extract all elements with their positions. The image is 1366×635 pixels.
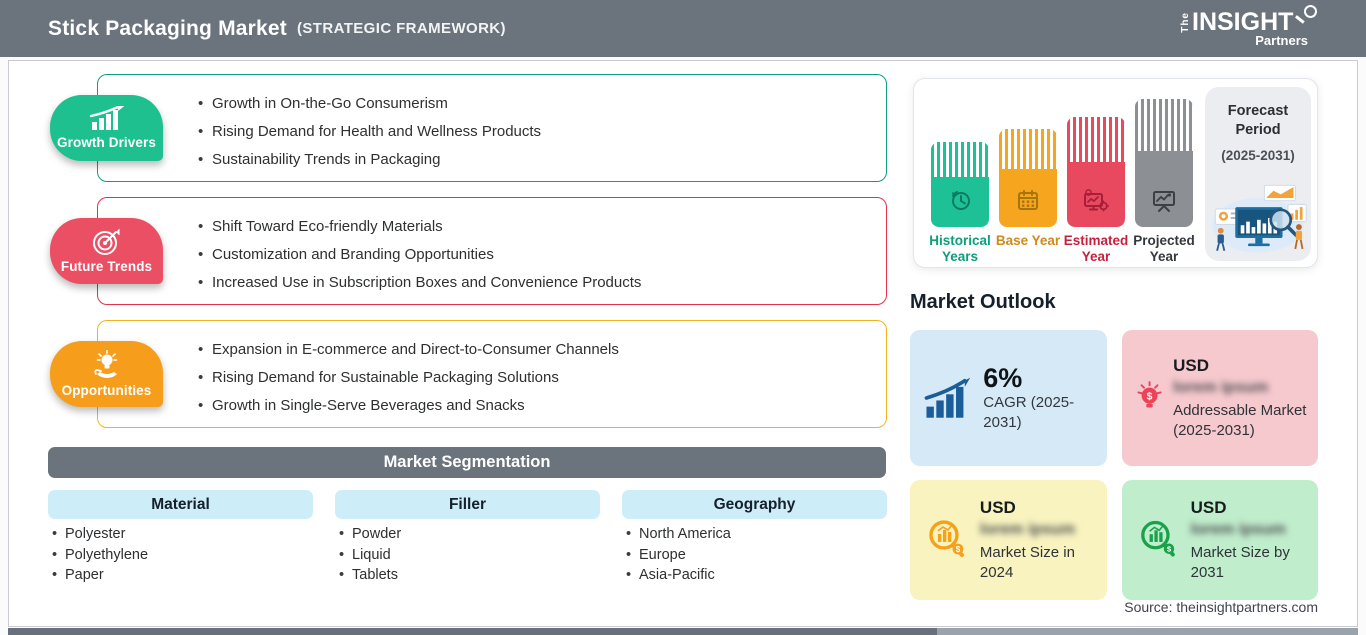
column-header-label: Geography	[713, 495, 796, 513]
timeline-card: 2021-2023 2024 2025	[913, 78, 1318, 268]
market-segmentation-header: Market Segmentation	[48, 447, 886, 478]
list-item: Tablets	[339, 565, 599, 586]
magnifier-chart-orange-icon: $	[929, 520, 964, 557]
cagr-value: 6%	[983, 363, 1023, 393]
bar-caption: Historical Years	[929, 233, 991, 264]
magnifier-handle-icon	[1295, 15, 1306, 24]
forecast-period-panel: Forecast Period (2025-2031)	[1205, 87, 1311, 261]
projected-year-bar: 2031	[1135, 99, 1193, 227]
segment-column-filler: Filler	[335, 490, 600, 519]
filler-list: Powder Liquid Tablets	[339, 524, 599, 586]
opportunities-box: Expansion in E-commerce and Direct-to-Co…	[97, 320, 887, 428]
blurred-value: lorem ipsum	[1190, 521, 1286, 538]
blurred-value: lorem ipsum	[979, 521, 1076, 538]
insight-partners-logo: The INSIGHT Partners	[1180, 5, 1318, 51]
card-label: Market Size in 2024	[979, 544, 1075, 581]
column-header-label: Material	[151, 495, 210, 513]
forecast-analytics-icon	[1084, 189, 1109, 212]
svg-text:$: $	[1147, 392, 1153, 403]
addressable-market-card: $ USD lorem ipsum Addressable Market (20…	[1122, 330, 1318, 466]
analytics-illustration	[1212, 184, 1307, 253]
market-size-2031-card: $ USD lorem ipsum Market Size by 2031	[1122, 480, 1318, 600]
list-item: North America	[626, 524, 886, 545]
growth-drivers-list: Growth in On-the-Go Consumerism Rising D…	[98, 75, 886, 174]
list-item: Growth in On-the-Go Consumerism	[198, 90, 876, 118]
list-item: Polyester	[52, 524, 312, 545]
cagr-label: CAGR (2025-2031)	[983, 394, 1075, 431]
list-item: Shift Toward Eco-friendly Materials	[198, 213, 876, 241]
list-item: Rising Demand for Sustainable Packaging …	[198, 364, 876, 392]
list-item: Rising Demand for Health and Wellness Pr…	[198, 118, 876, 146]
calendar-icon	[1018, 190, 1038, 210]
bottom-strip-light	[937, 628, 1358, 635]
card-label: Market Size by 2031	[1190, 544, 1290, 581]
forecast-period-title: Forecast Period	[1227, 103, 1289, 138]
list-item: Sustainability Trends in Packaging	[198, 146, 876, 174]
growth-drivers-box: Growth in On-the-Go Consumerism Rising D…	[97, 74, 887, 182]
base-year-bar: 2024	[999, 129, 1057, 227]
list-item: Europe	[626, 545, 886, 566]
opportunities-badge: Opportunities	[50, 341, 163, 407]
magnifier-icon	[1304, 5, 1318, 18]
segment-column-material: Material	[48, 490, 313, 519]
header-bar: Stick Packaging Market (STRATEGIC FRAMEW…	[0, 0, 1366, 57]
cagr-card: 6% CAGR (2025-2031)	[910, 330, 1107, 466]
growth-chart-icon	[924, 377, 971, 418]
growth-drivers-badge: Growth Drivers	[50, 95, 163, 161]
opportunities-list: Expansion in E-commerce and Direct-to-Co…	[98, 321, 886, 420]
bar-caption: Projected Year	[1133, 233, 1195, 264]
material-list: Polyester Polyethylene Paper	[52, 524, 312, 586]
list-item: Customization and Branding Opportunities	[198, 241, 876, 269]
hand-lightbulb-icon	[93, 350, 117, 378]
source-attribution: Source: theinsightpartners.com	[1124, 599, 1318, 615]
segmentation-title: Market Segmentation	[383, 453, 551, 471]
list-item: Asia-Pacific	[626, 565, 886, 586]
currency-label: USD	[1173, 356, 1209, 375]
target-dart-icon	[92, 228, 120, 255]
page-subtitle: (STRATEGIC FRAMEWORK)	[297, 20, 506, 37]
future-trends-list: Shift Toward Eco-friendly Materials Cust…	[98, 198, 886, 297]
currency-label: USD	[1190, 498, 1227, 517]
bottom-strip-dark	[8, 628, 937, 635]
card-label: Addressable Market (2025-2031)	[1173, 402, 1307, 439]
bar-chart-growth-icon	[89, 106, 125, 130]
dollar-bulb-icon: $	[1137, 381, 1162, 408]
column-header-label: Filler	[448, 495, 487, 513]
badge-label: Opportunities	[61, 383, 152, 398]
market-size-2024-card: $ USD lorem ipsum Market Size in 2024	[910, 480, 1107, 600]
currency-label: USD	[979, 498, 1016, 517]
bar-caption: Estimated Year	[1063, 233, 1129, 264]
future-trends-box: Shift Toward Eco-friendly Materials Cust…	[97, 197, 887, 305]
badge-label: Growth Drivers	[57, 135, 156, 150]
list-item: Polyethylene	[52, 545, 312, 566]
header-title-group: Stick Packaging Market (STRATEGIC FRAMEW…	[48, 0, 506, 57]
list-item: Liquid	[339, 545, 599, 566]
bar-caption: Base Year	[995, 233, 1061, 248]
list-item: Growth in Single-Serve Beverages and Sna…	[198, 392, 876, 420]
blurred-value: lorem ipsum	[1173, 379, 1269, 396]
future-trends-badge: Future Trends	[50, 218, 163, 284]
segment-column-geography: Geography	[622, 490, 887, 519]
list-item: Paper	[52, 565, 312, 586]
presentation-chart-icon	[1153, 191, 1175, 212]
history-clock-icon	[952, 191, 970, 210]
market-outlook-title: Market Outlook	[910, 291, 1056, 313]
forecast-period-range: (2025-2031)	[1221, 148, 1295, 163]
svg-text:$: $	[1167, 545, 1172, 554]
page-title: Stick Packaging Market	[48, 16, 287, 40]
logo-insight-text: INSIGHT	[1192, 8, 1294, 36]
list-item: Increased Use in Subscription Boxes and …	[198, 269, 876, 297]
list-item: Powder	[339, 524, 599, 545]
list-item: Expansion in E-commerce and Direct-to-Co…	[198, 336, 876, 364]
estimated-year-bar: 2025	[1067, 117, 1125, 227]
historical-years-bar: 2021-2023	[931, 142, 989, 227]
svg-text:$: $	[956, 545, 961, 554]
magnifier-chart-green-icon: $	[1141, 520, 1175, 557]
logo-partners-text: Partners	[1255, 33, 1308, 48]
logo-the-text: The	[1180, 12, 1191, 33]
geography-list: North America Europe Asia-Pacific	[626, 524, 886, 586]
badge-label: Future Trends	[60, 259, 153, 274]
